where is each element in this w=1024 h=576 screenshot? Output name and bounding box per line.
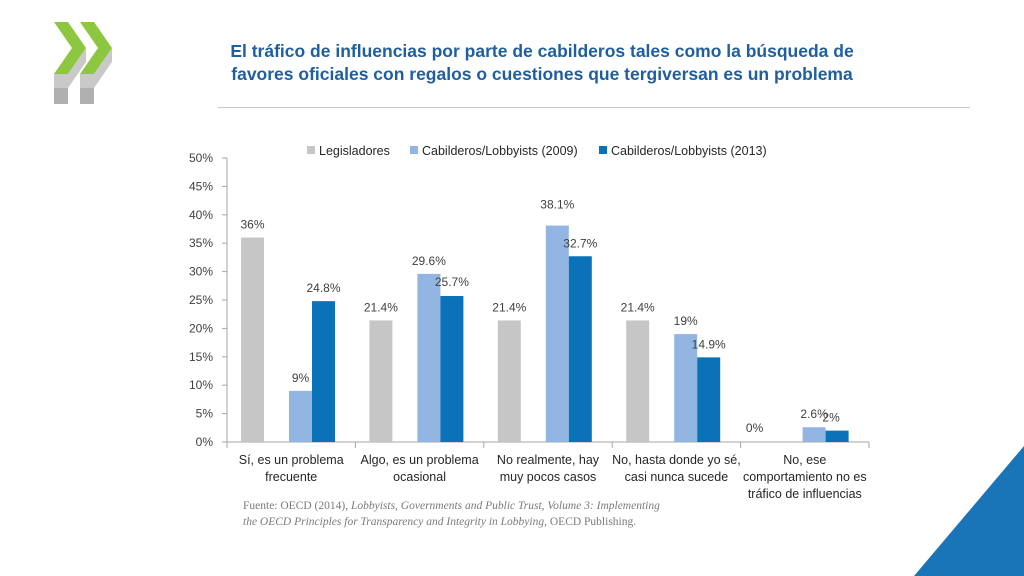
x-category-label: No, hasta donde yo sé, — [612, 453, 741, 467]
x-category-label: muy pocos casos — [500, 470, 597, 484]
x-category-label: No realmente, hay — [497, 453, 600, 467]
data-label: 36% — [240, 218, 264, 232]
bar — [545, 225, 569, 442]
data-label: 0% — [746, 421, 764, 435]
bar — [289, 390, 312, 442]
data-label: 32.7% — [563, 236, 597, 250]
x-category-label: Algo, es un problema — [361, 453, 479, 467]
y-tick-label: 5% — [196, 407, 214, 421]
x-category-label: frecuente — [265, 470, 317, 484]
data-label: 21.4% — [492, 300, 526, 314]
y-tick-label: 15% — [189, 350, 213, 364]
data-label: 2.6% — [800, 407, 828, 421]
x-category-label: Sí, es un problema — [239, 453, 344, 467]
bar — [697, 357, 721, 442]
x-category-label: casi nunca sucede — [625, 470, 729, 484]
data-label: 14.9% — [692, 337, 726, 351]
logo-chevron-left — [54, 22, 86, 74]
bar — [568, 256, 592, 442]
legend-swatch — [307, 146, 315, 154]
legend-label: Cabilderos/Lobbyists (2009) — [422, 144, 578, 158]
bar — [440, 296, 464, 442]
y-tick-label: 20% — [189, 321, 213, 335]
source-title-2: the OECD Principles for Transparency and… — [243, 516, 545, 528]
data-label: 29.6% — [412, 254, 446, 268]
bar — [497, 320, 521, 442]
y-tick-label: 45% — [189, 179, 213, 193]
bar — [312, 301, 335, 442]
legend-swatch — [410, 146, 418, 154]
y-tick-label: 10% — [189, 378, 213, 392]
data-label: 24.8% — [306, 281, 340, 295]
y-tick-label: 25% — [189, 293, 213, 307]
data-label: 25.7% — [435, 275, 469, 289]
bar — [626, 320, 650, 442]
x-category-label: comportamiento no es — [743, 470, 867, 484]
bar — [241, 237, 264, 442]
legend-label: Cabilderos/Lobbyists (2013) — [611, 144, 767, 158]
y-tick-label: 40% — [189, 208, 213, 222]
corner-triangle — [914, 446, 1024, 576]
title-line-1: El tráfico de influencias por parte de c… — [230, 41, 854, 61]
y-tick-label: 35% — [189, 236, 213, 250]
x-category-label: No, ese — [783, 453, 826, 467]
legend-swatch — [599, 146, 607, 154]
x-category-label: tráfico de influencias — [748, 487, 862, 501]
corner-decoration — [914, 446, 1024, 576]
bar — [417, 273, 441, 442]
y-tick-label: 30% — [189, 265, 213, 279]
legend-label: Legisladores — [319, 144, 390, 158]
source-title-1: Lobbyists, Governments and Public Trust,… — [350, 500, 660, 512]
logo-shadow-left-lower — [54, 88, 68, 104]
source-citation: Fuente: OECD (2014), Lobbyists, Governme… — [243, 498, 763, 530]
bar — [369, 320, 393, 442]
title-divider — [218, 107, 970, 108]
source-suffix: , OECD Publishing. — [544, 516, 637, 528]
bar — [802, 427, 826, 442]
y-tick-label: 50% — [189, 151, 213, 165]
y-tick-label: 0% — [196, 435, 214, 449]
logo-shadow-right — [80, 48, 112, 88]
data-label: 19% — [674, 314, 698, 328]
logo-shadow-left — [54, 48, 86, 88]
oecd-chevrons-icon — [54, 22, 112, 104]
data-label: 38.1% — [540, 198, 574, 212]
data-label: 2% — [822, 411, 840, 425]
x-category-label: ocasional — [393, 470, 446, 484]
data-label: 21.4% — [364, 300, 398, 314]
data-label: 21.4% — [621, 300, 655, 314]
title-line-2: favores oficiales con regalos o cuestion… — [231, 64, 853, 84]
page-title: El tráfico de influencias por parte de c… — [192, 40, 892, 86]
source-prefix: Fuente: OECD (2014), — [243, 500, 351, 512]
bar — [674, 334, 698, 442]
logo-chevron-right — [80, 22, 112, 74]
logo-shadow-right-lower — [80, 88, 94, 104]
data-label: 9% — [292, 371, 310, 385]
bar — [825, 430, 849, 442]
